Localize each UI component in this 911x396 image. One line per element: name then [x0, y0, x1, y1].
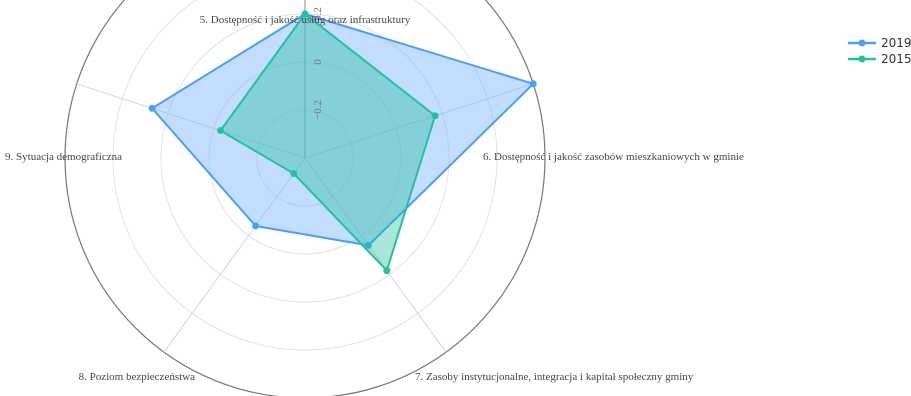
- axis-label: 8. Poziom bezpieczeństwa: [79, 371, 195, 383]
- legend-label-2019: 2019: [881, 36, 911, 50]
- legend-marker-2019: [858, 39, 866, 47]
- radial-tick-label: −0.2: [312, 100, 324, 120]
- axis-spoke: [304, 83, 534, 159]
- series-point-2019: [364, 241, 372, 249]
- series-point-2019: [529, 80, 537, 88]
- axis-spoke: [163, 157, 306, 353]
- label-layer: −0.200.20.45. Dostępność i jakość usług …: [5, 7, 744, 383]
- radar-grid: [64, 0, 546, 396]
- legend: 2019 2015: [848, 36, 911, 66]
- axis-spoke: [76, 83, 306, 159]
- series-point-2019: [148, 104, 156, 112]
- axis-label: 6. Dostępność i jakość zasobów mieszkani…: [483, 151, 744, 163]
- series-layer: [148, 10, 537, 275]
- radial-tick-label: 0: [312, 59, 324, 65]
- legend-marker-2015: [858, 55, 866, 63]
- series-point-2015: [383, 267, 391, 275]
- axis-label: 9. Sytuacja demograficzna: [5, 151, 122, 163]
- series-point-2015: [301, 10, 309, 18]
- legend-label-2015: 2015: [881, 52, 911, 66]
- series-area-2019: [151, 13, 535, 247]
- series-area-2015: [219, 13, 437, 272]
- series-point-2015: [431, 112, 439, 120]
- grid-circle: [64, 0, 546, 396]
- series-point-2015: [290, 170, 298, 178]
- series-point-2019: [252, 222, 260, 230]
- axis-label: 5. Dostępność i jakość usług oraz infras…: [200, 14, 411, 26]
- grid-circle: [112, 0, 498, 351]
- axis-spoke: [304, 157, 447, 353]
- axis-label: 7. Zasoby instytucjonalne, integracja i …: [415, 371, 694, 383]
- radial-tick-label: 0.2: [312, 7, 324, 21]
- series-point-2015: [217, 127, 225, 135]
